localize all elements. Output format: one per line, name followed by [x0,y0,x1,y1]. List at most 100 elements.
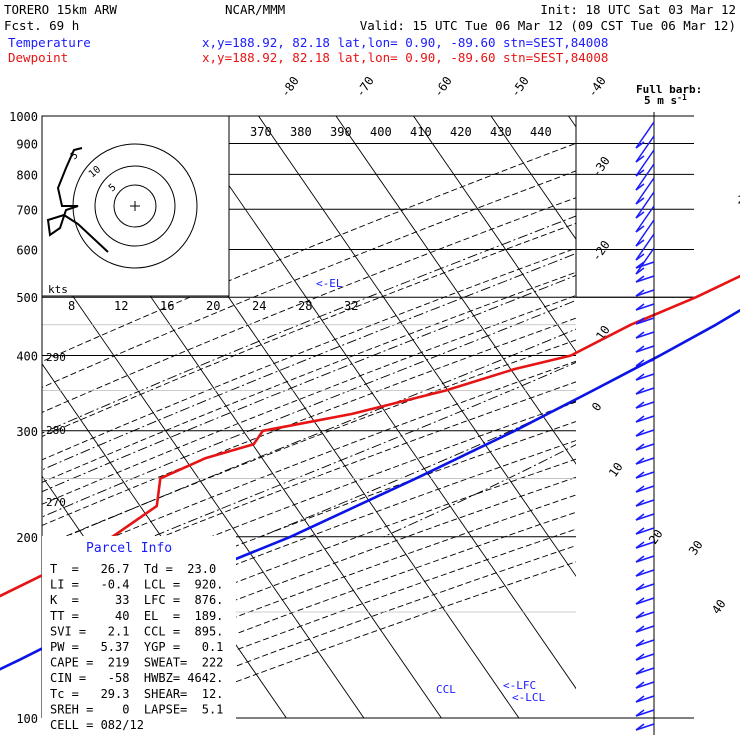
barb-shaft [635,429,655,437]
barb-flag [635,555,645,563]
wind-barb [635,275,655,283]
isotherm-label-top: -70 [353,74,377,100]
parcel-info-row: Tc = 29.3 SHEAR= 12. [50,687,223,701]
isotherm-label-right: 10 [606,460,626,480]
wind-barb [635,667,655,675]
pressure-label-1000: 1000 [9,110,38,124]
wind-barb [635,247,655,275]
barb-shaft [635,513,655,521]
barb-shaft [635,247,655,275]
barb-shaft [635,331,655,339]
wind-barb [635,527,655,535]
hodograph-ring [113,184,157,228]
parcel-info-row: SVI = 2.1 CCL = 895. [50,624,223,638]
moist-adiabat [152,361,576,538]
parcel-info-row: LI = -0.4 LCL = 920. [50,578,223,592]
barb-flag [635,653,645,661]
wind-barb [635,723,655,731]
wind-barb [635,429,655,437]
ccl-marker: CCL [436,683,456,696]
barb-flag [635,513,645,521]
wind-barb [635,415,655,423]
barb-flag [635,261,645,269]
barb-flag [635,667,645,675]
barb-shaft [635,191,655,219]
barb-flag [635,387,645,395]
forecast-hour: Fcst. 69 h [4,18,79,33]
wind-barb [635,303,655,311]
theta-label: 380 [290,125,312,139]
isotherm [724,116,740,718]
barb-flag [635,485,645,493]
speed-label: 24 [252,299,266,313]
barb-shaft [635,177,655,205]
isotherm-label-right: 30 [686,538,706,558]
barb-shaft [635,681,655,689]
dry-adiabat [42,360,576,567]
wind-barb [635,681,655,689]
isotherm-label-top: -40 [585,74,609,100]
barb-flag [635,611,645,619]
wind-barb [635,597,655,605]
barb-flag [635,429,645,437]
theta-label: 440 [530,125,552,139]
pressure-label-400: 400 [16,350,38,364]
barb-flag [635,569,645,577]
isotherm [413,116,576,353]
barb-flag [635,443,645,451]
barb-flag [635,289,645,297]
theta-left-label: 270 [46,496,66,509]
parcel-info-title: Parcel Info [86,541,172,556]
barb-shaft [635,625,655,633]
parcel-info-row: K = 33 LFC = 876. [50,593,223,607]
isotherm-label-top: -80 [278,74,302,100]
barb-shaft [635,163,655,191]
isotherm-label-top: -50 [508,74,532,100]
dry-adiabat [42,381,576,587]
barb-shaft [635,387,655,395]
moist-adiabat [42,299,576,518]
moist-adiabat [260,400,576,538]
barb-flag [635,303,645,311]
parcel-info-row: PW = 5.37 YGP = 0.1 [50,640,223,654]
speed-label: 28 [298,299,312,313]
wind-barb [635,513,655,521]
barb-unit: 5 m s-1 [644,93,687,107]
wind-barb [635,639,655,647]
theta-label: 370 [250,125,272,139]
barb-flag [635,499,645,507]
wind-barb [635,443,655,451]
mixing-ratio-line [698,116,740,250]
wind-barb [635,555,655,563]
barb-flag [635,415,645,423]
barb-shaft [635,569,655,577]
wind-barb [635,233,655,261]
pressure-label-600: 600 [16,244,38,258]
dry-adiabat [42,440,576,642]
barb-flag [635,239,645,247]
barb-unit-sup: -1 [677,93,687,102]
hodograph-ring-label: 5 [107,182,119,194]
barb-shaft [635,149,655,177]
dry-adiabat [42,142,576,363]
barb-shaft [635,317,655,325]
parcel-info-row: CELL = 082/12 [50,718,144,732]
wind-barb [635,499,655,507]
wind-barb [635,485,655,493]
barb-shaft [635,289,655,297]
barb-shaft [635,471,655,479]
barb-flag [635,625,645,633]
parcel-info-row: TT = 40 EL = 189. [50,609,223,623]
barb-shaft [635,345,655,353]
isotherm [180,116,576,690]
parcel-info-row: CAPE = 219 SWEAT= 222 [50,656,223,670]
barb-shaft [635,653,655,661]
barb-flag [635,723,645,731]
isotherm-label-top: -60 [431,74,455,100]
barb-shaft [635,485,655,493]
barb-shaft [635,415,655,423]
barb-flag [635,457,645,465]
barb-shaft [635,695,655,703]
isotherm-label-right: -20 [589,238,613,264]
